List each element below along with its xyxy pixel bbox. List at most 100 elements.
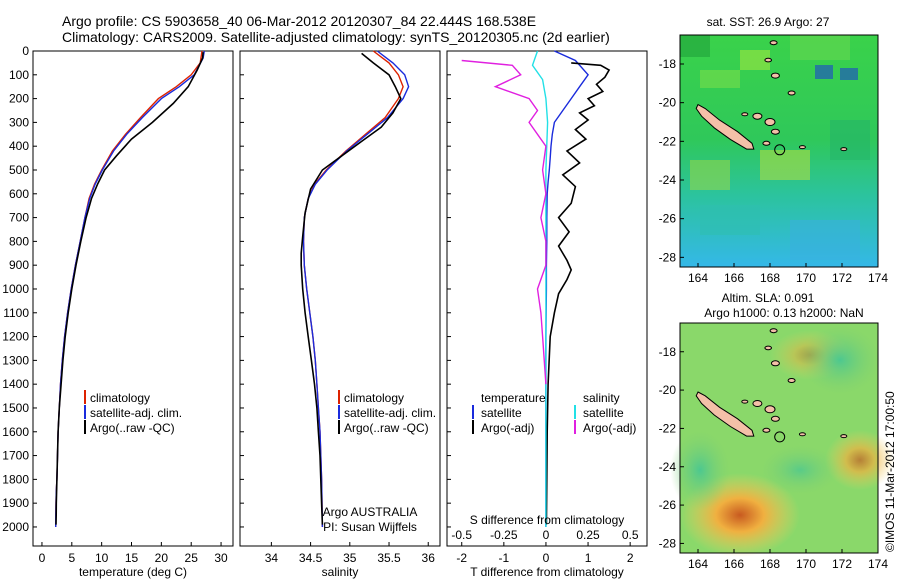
y-tick-label: 1900 [2, 496, 29, 510]
figure-title-line1: Argo profile: CS 5903658_40 06-Mar-2012 … [62, 13, 536, 29]
small-island [769, 328, 778, 334]
lat-tick-label: -28 [659, 536, 677, 550]
new-caledonia-island [695, 391, 755, 437]
temperature-legend: climatology satellite-adj. clim. Argo(..… [84, 390, 182, 435]
series-line-climatology [55, 50, 203, 528]
new-caledonia-island [695, 103, 755, 150]
salinity-legend: climatology satellite-adj. clim. Argo(..… [338, 390, 436, 435]
small-island [752, 112, 763, 120]
differences-top-axis: -0.5 -0.25 0 0.25 0.5 [451, 528, 638, 542]
differences-xlabel: T difference from climatology [470, 565, 624, 579]
x-tick-label: 34 [265, 551, 279, 565]
sla-map-islands [695, 328, 848, 439]
temperature-x-axis: 0 5 10 15 20 25 30 [39, 542, 228, 565]
lat-tick-label: -20 [659, 96, 677, 110]
salinity-plot-frame [239, 50, 441, 547]
lat-tick-label: -20 [659, 383, 677, 397]
lon-tick-label: 174 [868, 557, 888, 571]
differences-panel: -2 -1 0 1 2 -0.5 -0.25 0 0.25 0.5 T difference f… [446, 50, 648, 579]
lon-tick-label: 166 [724, 557, 744, 571]
sst-argo-position-marker [774, 144, 786, 156]
imos-timestamp: ©IMOS 11-Mar-2012 17:00:50 [883, 391, 897, 552]
top-tick-label: -0.5 [451, 528, 472, 542]
legend-label-satellite: satellite-adj. clim. [344, 406, 436, 420]
differences-legend: temperature salinity satellite Argo(-adj… [472, 391, 636, 435]
sla-map-panel: Altim. SLA: 0.091 Argo h1000: 0.13 h2000… [659, 291, 895, 571]
y-tick-label: 1400 [2, 377, 29, 391]
small-island [762, 427, 771, 433]
sla-map-title-line2: Argo h1000: 0.13 h2000: NaN [704, 306, 863, 320]
annotation-argo-australia: Argo AUSTRALIA [323, 505, 418, 519]
legend-label-temp-satellite: satellite [481, 406, 522, 420]
lon-tick-label: 172 [832, 271, 852, 285]
x-tick-label: 1 [585, 551, 592, 565]
lon-tick-label: 170 [796, 271, 816, 285]
lon-tick-label: 164 [688, 271, 708, 285]
small-island [840, 147, 848, 152]
small-island [769, 40, 778, 46]
y-tick-label: 1100 [3, 306, 29, 320]
y-tick-label: 700 [9, 211, 29, 225]
lon-tick-label: 170 [796, 557, 816, 571]
sst-map-lat-axis: -18 -20 -22 -24 -26 -28 [659, 57, 684, 264]
legend-label-argo: Argo(..raw -QC) [344, 421, 429, 435]
x-tick-label: 20 [155, 551, 169, 565]
small-island [798, 432, 806, 437]
small-island [787, 90, 796, 96]
x-tick-label: 36 [422, 551, 436, 565]
y-tick-label: 1300 [2, 353, 29, 367]
figure-title-line2: Climatology: CARS2009. Satellite-adjuste… [62, 29, 610, 45]
small-island [770, 72, 780, 79]
y-tick-label: 1200 [2, 330, 29, 344]
series-line-climatology [302, 50, 404, 528]
x-tick-label: 15 [125, 551, 139, 565]
small-island [798, 145, 806, 150]
salinity-xlabel: salinity [322, 565, 359, 579]
lat-tick-label: -22 [659, 421, 677, 435]
legend-label-sal-satellite: satellite [583, 406, 624, 420]
lat-tick-label: -24 [659, 460, 677, 474]
x-tick-label: 25 [185, 551, 199, 565]
sla-argo-position-marker [774, 431, 786, 443]
temperature-y-axis: 0 100 200 300 400 500 600 700 800 900 1000 1100 1200… [2, 44, 451, 534]
series-line-argo-raw-qc- [55, 52, 204, 525]
sst-map-frame [679, 34, 879, 268]
temperature-xlabel: temperature (deg C) [79, 565, 187, 579]
temperature-panel: 0100200300400500600700800900100011001200… [2, 44, 451, 579]
legend-header-salinity: salinity [583, 391, 620, 405]
x-tick-label: 0 [543, 551, 550, 565]
x-tick-label: 5 [68, 551, 75, 565]
sla-map-lon-axis: 164 166 168 170 172 174 [688, 549, 888, 571]
x-tick-label: -2 [456, 551, 467, 565]
annotation-pi: PI: Susan Wijffels [323, 520, 417, 534]
legend-label-climatology: climatology [90, 391, 150, 405]
y-tick-label: 0 [22, 44, 29, 58]
top-tick-label: 0.25 [576, 528, 600, 542]
salinity-panel: 34 34.5 35 35.5 36 salinity climatology sate… [239, 50, 441, 579]
y-tick-label: 300 [9, 115, 29, 129]
series-line-argo-raw-qc- [300, 52, 402, 525]
y-tick-label: 200 [9, 92, 29, 106]
x-tick-label: 30 [214, 551, 228, 565]
lon-tick-label: 168 [760, 271, 780, 285]
series-line-salinity-argo-adj- [461, 59, 547, 385]
salinity-series [300, 50, 410, 528]
x-tick-label: 35 [343, 551, 357, 565]
sst-map-panel: sat. SST: 26.9 Argo: 27 -18-20-22-24-26-… [659, 15, 889, 285]
lat-tick-label: -22 [659, 134, 677, 148]
legend-label-satellite: satellite-adj. clim. [90, 406, 182, 420]
sst-map-title: sat. SST: 26.9 Argo: 27 [707, 15, 830, 29]
sla-map-title-line1: Altim. SLA: 0.091 [722, 291, 815, 305]
x-tick-label: 0 [39, 551, 46, 565]
series-line-temperature-satellite [545, 50, 589, 527]
y-tick-label: 400 [9, 139, 29, 153]
lon-tick-label: 168 [760, 557, 780, 571]
y-tick-label: 1700 [2, 449, 29, 463]
small-island [770, 360, 780, 367]
small-island [787, 378, 796, 383]
sst-map-texture [680, 35, 870, 260]
series-line-satellite-adj-clim- [55, 50, 205, 528]
small-island [770, 128, 780, 135]
lat-tick-label: -26 [659, 498, 677, 512]
